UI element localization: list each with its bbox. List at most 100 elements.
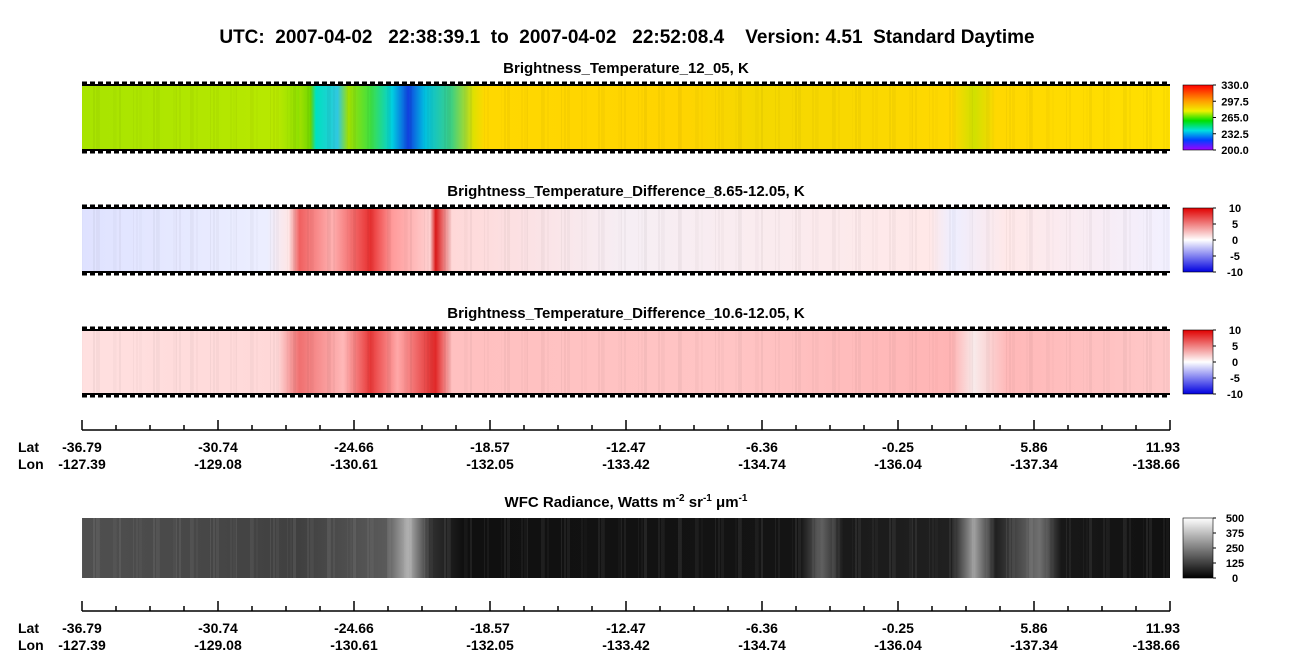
swath-texture bbox=[370, 330, 373, 394]
swath-texture bbox=[410, 85, 412, 150]
colorbar-tick-label: 5 bbox=[1232, 341, 1238, 353]
swath-texture bbox=[404, 85, 407, 150]
swath-texture bbox=[116, 330, 117, 394]
swath-texture bbox=[347, 518, 348, 578]
swath-texture bbox=[327, 330, 330, 394]
swath-texture bbox=[287, 330, 288, 394]
swath-texture bbox=[190, 518, 193, 578]
swath-texture bbox=[156, 208, 159, 272]
swath-texture bbox=[256, 85, 258, 150]
swath-texture bbox=[353, 208, 356, 272]
swath-texture bbox=[1163, 518, 1165, 578]
swath-texture bbox=[969, 85, 972, 150]
swath-texture bbox=[872, 208, 874, 272]
swath-texture bbox=[270, 85, 271, 150]
swath-texture bbox=[96, 85, 99, 150]
swath-texture bbox=[1126, 330, 1127, 394]
lon-tick-label: -134.74 bbox=[738, 456, 786, 472]
swath-texture bbox=[1146, 330, 1148, 394]
swath-texture bbox=[487, 330, 489, 394]
swath-texture bbox=[193, 85, 194, 150]
swath-texture bbox=[1086, 330, 1088, 394]
swath-texture bbox=[912, 85, 913, 150]
swath-texture bbox=[370, 208, 373, 272]
swath-texture bbox=[230, 518, 232, 578]
swath-texture bbox=[858, 85, 861, 150]
swath-texture bbox=[932, 518, 934, 578]
swath-texture bbox=[681, 518, 682, 578]
swath-texture bbox=[99, 330, 100, 394]
swath-texture bbox=[547, 518, 549, 578]
swath-texture bbox=[507, 85, 510, 150]
swath-texture bbox=[1012, 85, 1015, 150]
swath-texture bbox=[721, 85, 724, 150]
swath-texture bbox=[695, 330, 698, 394]
swath-texture bbox=[307, 85, 309, 150]
swath-texture bbox=[935, 85, 938, 150]
swath-texture bbox=[815, 208, 818, 272]
swath-texture bbox=[387, 85, 390, 150]
swath-texture bbox=[912, 208, 913, 272]
swath-texture bbox=[139, 85, 142, 150]
swath-texture bbox=[895, 330, 896, 394]
swath-texture bbox=[133, 330, 134, 394]
swath-texture bbox=[815, 330, 818, 394]
swath-texture bbox=[1049, 208, 1050, 272]
swath-texture bbox=[584, 208, 587, 272]
swath-texture bbox=[932, 208, 934, 272]
swath-texture bbox=[992, 85, 994, 150]
swath-texture bbox=[1029, 208, 1032, 272]
swath-texture bbox=[1083, 518, 1084, 578]
swath-texture bbox=[213, 330, 215, 394]
colorbar-tick-label: 375 bbox=[1226, 528, 1244, 540]
swath-texture bbox=[972, 208, 973, 272]
swath-texture bbox=[952, 330, 955, 394]
swath-texture bbox=[1046, 518, 1049, 578]
swath-texture bbox=[390, 85, 391, 150]
swath-texture bbox=[875, 208, 878, 272]
lon-label: Lon bbox=[18, 637, 44, 653]
swath-texture bbox=[678, 85, 681, 150]
swath-texture bbox=[293, 208, 296, 272]
swath-texture bbox=[935, 518, 938, 578]
swath-texture bbox=[715, 330, 716, 394]
swath-texture bbox=[327, 518, 330, 578]
swath-texture bbox=[855, 208, 857, 272]
swath-texture bbox=[99, 85, 100, 150]
swath-texture bbox=[658, 330, 660, 394]
swath-texture bbox=[293, 518, 296, 578]
lon-tick-label: -136.04 bbox=[874, 456, 922, 472]
swath-texture bbox=[1106, 518, 1109, 578]
swath-texture bbox=[1089, 330, 1092, 394]
swath-texture bbox=[353, 330, 356, 394]
swath-texture bbox=[430, 518, 433, 578]
swath-texture bbox=[661, 208, 664, 272]
swath-texture bbox=[621, 208, 622, 272]
swath-texture bbox=[815, 85, 818, 150]
lon-tick-label: -130.61 bbox=[330, 456, 378, 472]
swath-texture bbox=[210, 208, 211, 272]
swath-texture bbox=[350, 208, 352, 272]
swath-texture bbox=[832, 518, 835, 578]
swath-texture bbox=[761, 330, 763, 394]
swath-image bbox=[82, 85, 1170, 150]
swath-texture bbox=[564, 518, 566, 578]
swath-texture bbox=[1129, 208, 1131, 272]
swath-texture bbox=[1086, 208, 1088, 272]
swath-texture bbox=[210, 85, 211, 150]
swath-texture bbox=[82, 330, 83, 394]
swath-texture bbox=[735, 518, 737, 578]
lon-tick-label: -136.04 bbox=[874, 637, 922, 653]
swath-texture bbox=[624, 330, 626, 394]
swath-texture bbox=[598, 518, 600, 578]
swath-texture bbox=[153, 518, 155, 578]
swath-texture bbox=[658, 518, 660, 578]
swath-texture bbox=[889, 518, 891, 578]
swath-texture bbox=[1103, 85, 1105, 150]
lat-tick-label: -24.66 bbox=[334, 620, 374, 636]
swath-texture bbox=[179, 518, 181, 578]
swath-texture bbox=[1166, 85, 1169, 150]
swath-texture bbox=[581, 208, 583, 272]
swath-texture bbox=[250, 85, 253, 150]
swath-texture bbox=[1166, 518, 1169, 578]
